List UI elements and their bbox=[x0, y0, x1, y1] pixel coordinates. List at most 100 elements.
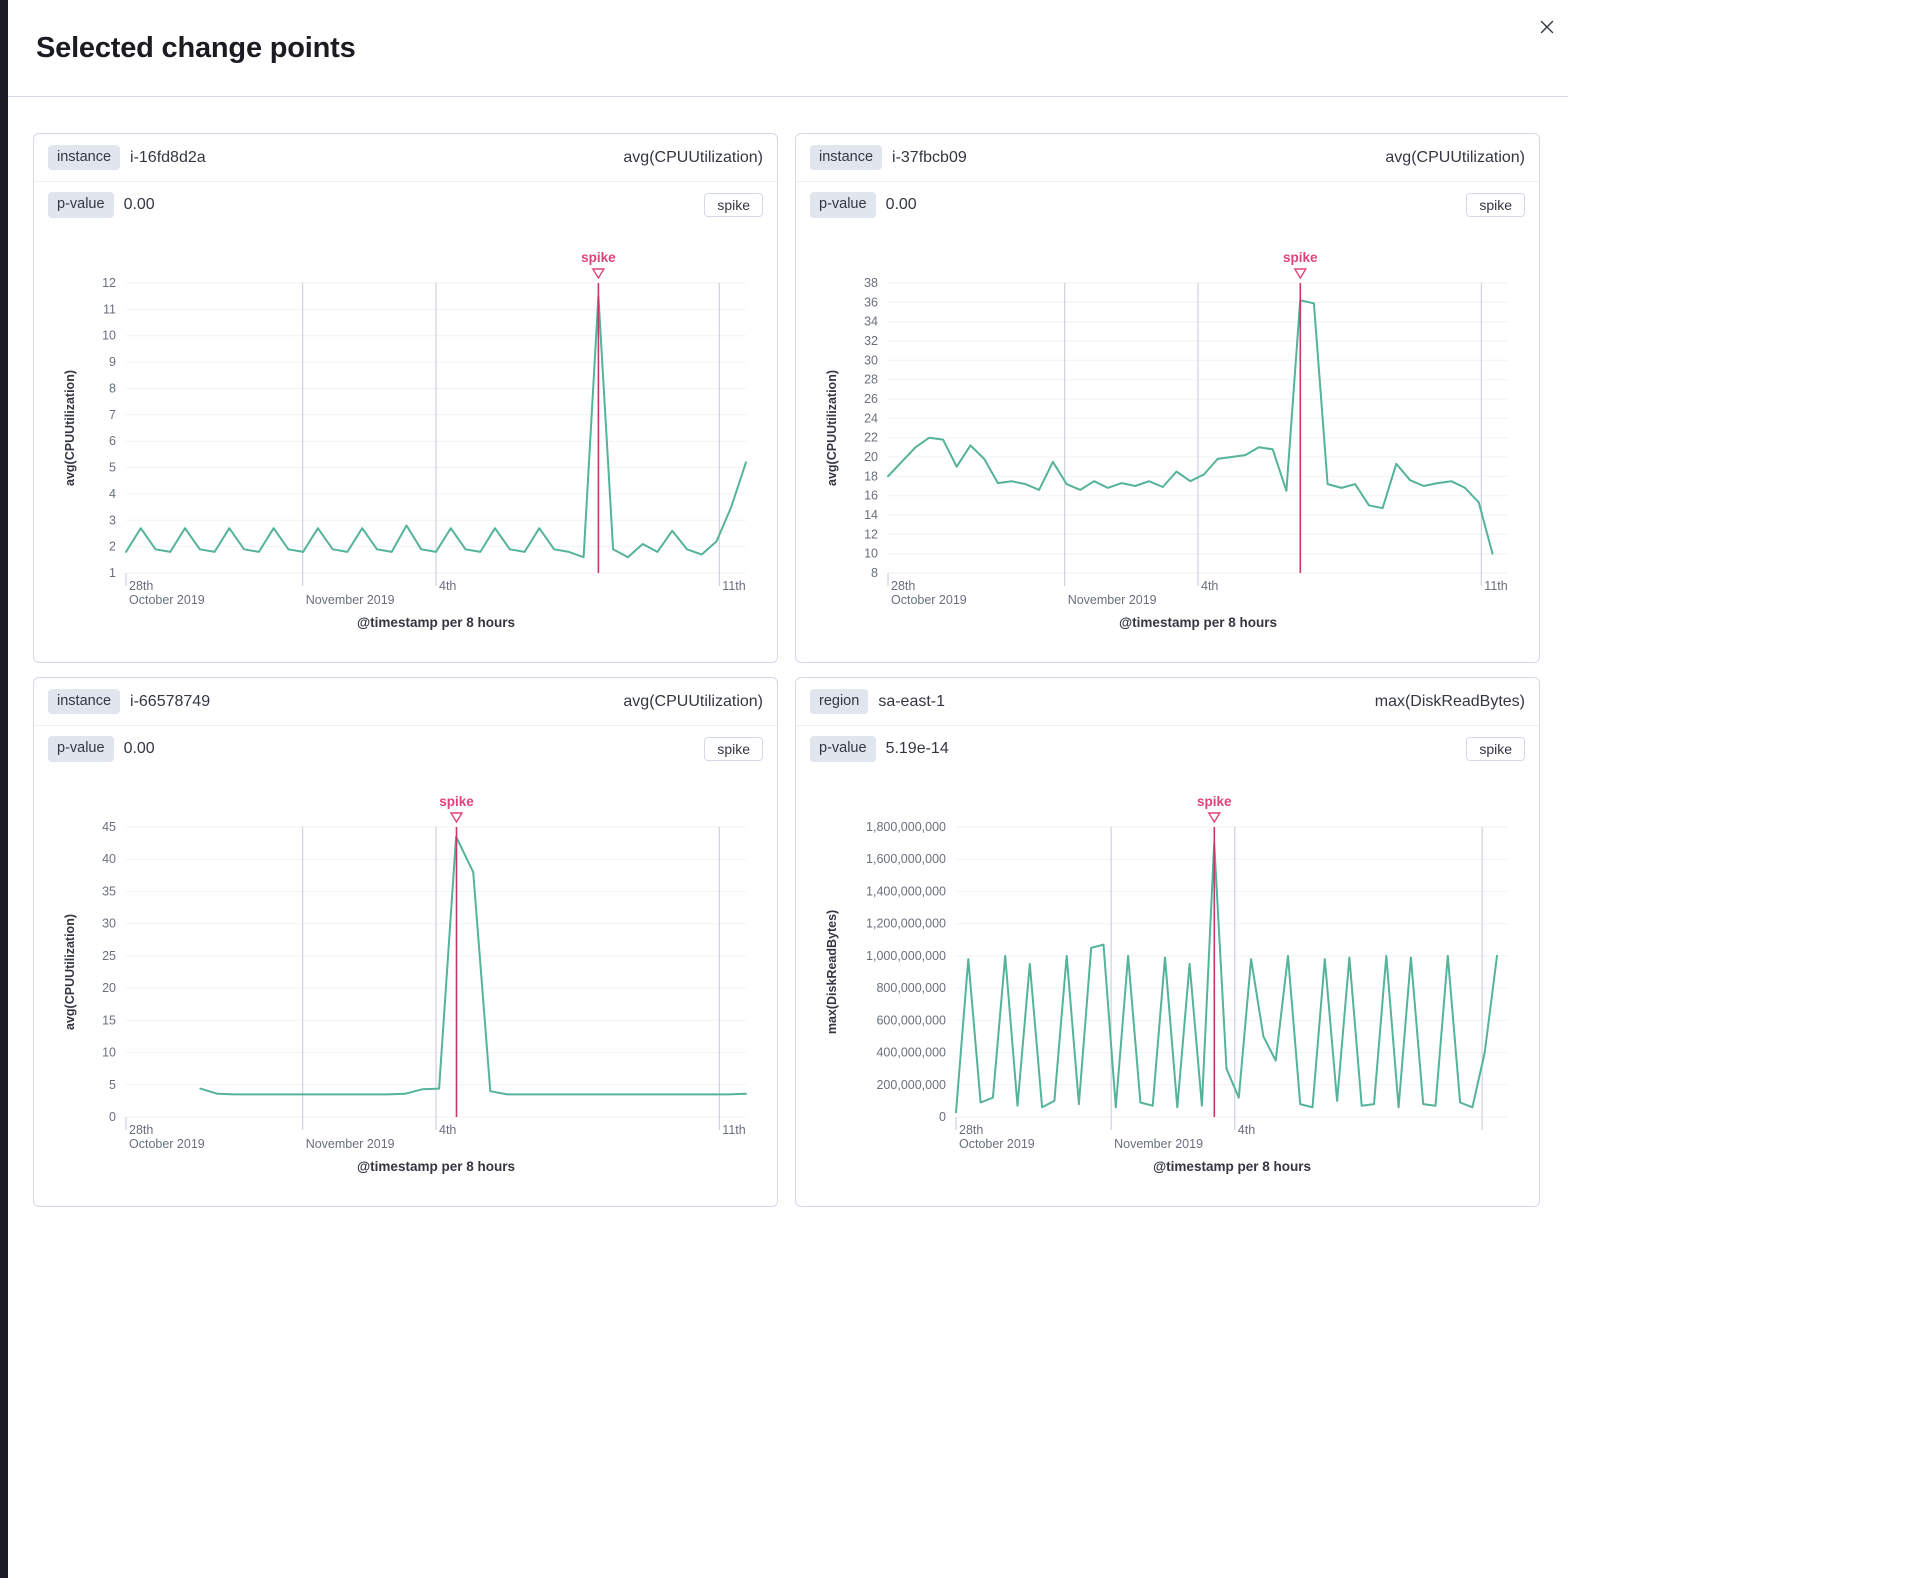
svg-text:4th: 4th bbox=[439, 579, 456, 593]
svg-text:600,000,000: 600,000,000 bbox=[876, 1013, 946, 1027]
card-subheader: p-value 5.19e-14 spike bbox=[796, 726, 1539, 772]
svg-text:800,000,000: 800,000,000 bbox=[876, 981, 946, 995]
change-type-button[interactable]: spike bbox=[704, 737, 763, 761]
p-value: 0.00 bbox=[885, 196, 917, 213]
svg-text:4: 4 bbox=[109, 487, 116, 501]
svg-text:28: 28 bbox=[864, 373, 878, 387]
field-value: i-66578749 bbox=[130, 692, 211, 710]
svg-text:35: 35 bbox=[102, 884, 116, 898]
metric-label: max(DiskReadBytes) bbox=[1374, 692, 1525, 710]
svg-text:1,800,000,000: 1,800,000,000 bbox=[866, 820, 946, 834]
change-type-button[interactable]: spike bbox=[1466, 737, 1525, 761]
svg-text:11: 11 bbox=[103, 302, 116, 316]
svg-text:3: 3 bbox=[109, 513, 116, 527]
metric-label: avg(CPUUtilization) bbox=[623, 692, 763, 710]
svg-text:max(DiskReadBytes): max(DiskReadBytes) bbox=[825, 910, 839, 1034]
svg-text:11th: 11th bbox=[1484, 579, 1507, 593]
svg-text:18: 18 bbox=[864, 469, 878, 483]
svg-text:36: 36 bbox=[864, 295, 878, 309]
svg-text:4th: 4th bbox=[1238, 1123, 1255, 1137]
svg-text:6: 6 bbox=[109, 434, 116, 448]
flyout-header: Selected change points bbox=[8, 0, 1568, 97]
svg-text:0: 0 bbox=[939, 1110, 946, 1124]
card-subheader: p-value 0.00 spike bbox=[34, 182, 777, 228]
svg-text:0: 0 bbox=[109, 1110, 116, 1124]
card-subheader: p-value 0.00 spike bbox=[796, 182, 1539, 228]
svg-text:11th: 11th bbox=[722, 1123, 745, 1137]
svg-text:26: 26 bbox=[864, 392, 878, 406]
svg-text:38: 38 bbox=[864, 276, 878, 290]
field-value: sa-east-1 bbox=[878, 692, 946, 710]
change-point-card: region sa-east-1 max(DiskReadBytes) p-va… bbox=[795, 677, 1540, 1207]
close-button[interactable] bbox=[1530, 10, 1564, 44]
p-value-badge: p-value bbox=[48, 736, 114, 762]
p-value-badge: p-value bbox=[810, 192, 876, 218]
p-value-badge: p-value bbox=[48, 192, 114, 218]
charts-grid: instance i-16fd8d2a avg(CPUUtilization) … bbox=[33, 133, 1540, 1207]
svg-text:5: 5 bbox=[109, 461, 116, 475]
page-overlay-edge bbox=[0, 0, 8, 1578]
change-point-card: instance i-16fd8d2a avg(CPUUtilization) … bbox=[33, 133, 778, 663]
svg-text:October 2019: October 2019 bbox=[891, 593, 967, 607]
svg-text:spike: spike bbox=[1283, 250, 1318, 265]
svg-text:1,000,000,000: 1,000,000,000 bbox=[866, 949, 946, 963]
page-title: Selected change points bbox=[36, 31, 356, 64]
svg-text:16: 16 bbox=[864, 489, 878, 503]
change-type-button[interactable]: spike bbox=[1466, 193, 1525, 217]
svg-text:28th: 28th bbox=[129, 579, 153, 593]
svg-text:34: 34 bbox=[864, 315, 878, 329]
field-value: i-16fd8d2a bbox=[130, 148, 206, 166]
svg-text:1,200,000,000: 1,200,000,000 bbox=[866, 917, 946, 931]
svg-text:2: 2 bbox=[109, 540, 116, 554]
field-type-badge: instance bbox=[810, 144, 883, 170]
card-header: region sa-east-1 max(DiskReadBytes) bbox=[796, 678, 1539, 726]
card-header: instance i-37fbcb09 avg(CPUUtilization) bbox=[796, 134, 1539, 182]
change-point-chart: 8 10 12 14 16 18 20 22 24 26 28 30 32 34 36 38 28th Octob… bbox=[796, 236, 1539, 641]
svg-text:1,400,000,000: 1,400,000,000 bbox=[866, 884, 946, 898]
svg-text:1: 1 bbox=[109, 566, 116, 580]
p-value: 5.19e-14 bbox=[885, 740, 949, 757]
svg-text:32: 32 bbox=[864, 334, 878, 348]
svg-text:12: 12 bbox=[864, 527, 878, 541]
card-header: instance i-16fd8d2a avg(CPUUtilization) bbox=[34, 134, 777, 182]
field-type-badge: region bbox=[810, 688, 869, 714]
svg-text:10: 10 bbox=[102, 1046, 116, 1060]
svg-text:avg(CPUUtilization): avg(CPUUtilization) bbox=[63, 914, 77, 1030]
svg-text:9: 9 bbox=[109, 355, 116, 369]
svg-text:28th: 28th bbox=[959, 1123, 983, 1137]
svg-text:1,600,000,000: 1,600,000,000 bbox=[866, 852, 946, 866]
change-point-card: instance i-66578749 avg(CPUUtilization) … bbox=[33, 677, 778, 1207]
svg-text:November 2019: November 2019 bbox=[1114, 1137, 1203, 1151]
field-value: i-37fbcb09 bbox=[892, 148, 967, 166]
change-point-chart: 0 5 10 15 20 25 30 35 40 45 28th October 2019 Novemb… bbox=[34, 780, 777, 1185]
svg-text:28th: 28th bbox=[129, 1123, 153, 1137]
change-point-chart: 1 2 3 4 5 6 7 8 9 10 11 12 28th October 2019 November … bbox=[34, 236, 777, 641]
close-icon bbox=[1540, 20, 1554, 34]
svg-text:@timestamp per 8 hours: @timestamp per 8 hours bbox=[1119, 615, 1277, 630]
svg-text:@timestamp per 8 hours: @timestamp per 8 hours bbox=[357, 615, 515, 630]
svg-text:20: 20 bbox=[864, 450, 878, 464]
svg-text:30: 30 bbox=[864, 353, 878, 367]
svg-text:October 2019: October 2019 bbox=[959, 1137, 1035, 1151]
svg-text:15: 15 bbox=[102, 1013, 116, 1027]
svg-text:8: 8 bbox=[871, 566, 878, 580]
svg-text:11th: 11th bbox=[722, 579, 745, 593]
svg-text:200,000,000: 200,000,000 bbox=[876, 1078, 946, 1092]
card-header: instance i-66578749 avg(CPUUtilization) bbox=[34, 678, 777, 726]
svg-text:avg(CPUUtilization): avg(CPUUtilization) bbox=[825, 370, 839, 486]
svg-text:November 2019: November 2019 bbox=[306, 1137, 395, 1151]
svg-text:14: 14 bbox=[864, 508, 878, 522]
svg-text:24: 24 bbox=[864, 411, 878, 425]
svg-text:4th: 4th bbox=[1201, 579, 1218, 593]
svg-text:20: 20 bbox=[102, 981, 116, 995]
svg-text:spike: spike bbox=[581, 250, 616, 265]
svg-text:November 2019: November 2019 bbox=[306, 593, 395, 607]
change-point-chart: 0 200,000,000 400,000,000 600,000,000 800,00… bbox=[796, 780, 1539, 1185]
change-type-button[interactable]: spike bbox=[704, 193, 763, 217]
svg-text:spike: spike bbox=[1197, 794, 1232, 809]
svg-text:28th: 28th bbox=[891, 579, 915, 593]
svg-text:12: 12 bbox=[102, 276, 116, 290]
svg-text:7: 7 bbox=[109, 408, 116, 422]
svg-text:22: 22 bbox=[864, 431, 878, 445]
metric-label: avg(CPUUtilization) bbox=[623, 148, 763, 166]
